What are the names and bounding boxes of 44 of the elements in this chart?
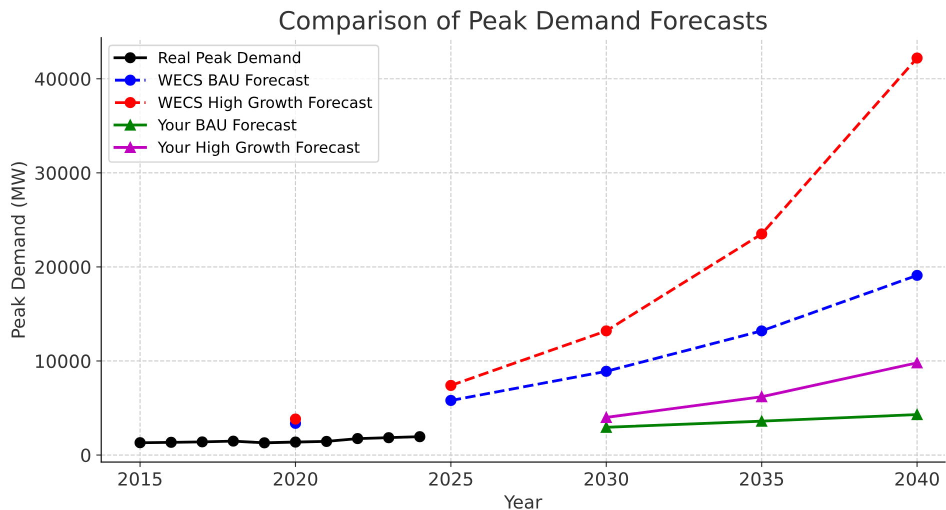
legend-label: Your High Growth Forecast (158, 141, 360, 156)
point (912, 357, 923, 368)
y-tick-label: 20000 (35, 260, 90, 274)
point (445, 380, 456, 391)
x-tick-label: 2025 (429, 472, 472, 486)
point (321, 436, 332, 447)
legend-label: Real Peak Demand (159, 51, 300, 64)
point (196, 436, 208, 448)
point (600, 422, 612, 433)
point (383, 432, 394, 444)
y-tick-label: 40000 (34, 72, 90, 86)
y-tick-label: 10000 (36, 354, 90, 368)
x-tick-label: 2030 (584, 472, 628, 486)
point (756, 325, 768, 336)
x-axis-title: Year (504, 495, 542, 509)
point (290, 436, 302, 448)
point (600, 366, 612, 377)
point (912, 52, 923, 64)
point (414, 431, 426, 442)
point (445, 394, 456, 406)
point (600, 325, 612, 336)
point (258, 437, 270, 448)
x-tick-label: 2035 (740, 472, 784, 486)
point (756, 391, 768, 402)
point (166, 436, 177, 448)
point (912, 409, 923, 420)
x-tick-label: 2020 (274, 472, 318, 486)
y-axis-title: Peak Demand (MW) (11, 162, 28, 338)
y-tick-label: 0 (81, 448, 90, 462)
y-tick-label: 30000 (35, 166, 90, 180)
point (228, 436, 239, 447)
point (756, 228, 768, 240)
point (600, 412, 612, 423)
point (756, 416, 768, 427)
point (352, 433, 364, 444)
chart-title: Comparison of Peak Demand Forecasts (280, 10, 767, 35)
point (912, 270, 923, 281)
point (134, 437, 146, 448)
point (290, 413, 302, 425)
legend-label: WECS High Growth Forecast (158, 96, 372, 112)
legend-label: WECS BAU Forecast (158, 74, 309, 86)
x-tick-label: 2040 (895, 472, 939, 486)
legend-label: Your BAU Forecast (158, 119, 296, 131)
x-tick-label: 2015 (118, 472, 162, 486)
